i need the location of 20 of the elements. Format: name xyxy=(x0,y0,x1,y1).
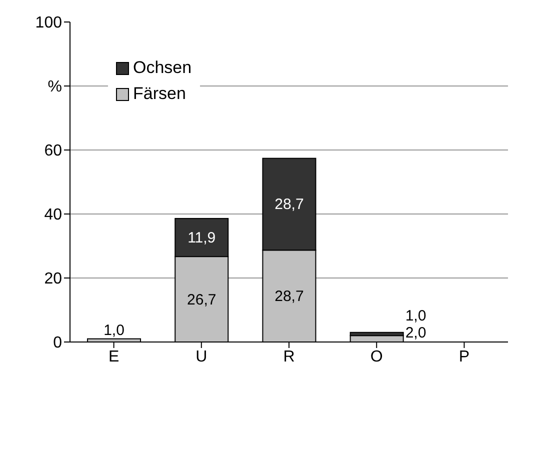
x-tick-label: O xyxy=(370,348,383,366)
data-label: 28,7 xyxy=(274,196,304,214)
x-tick-label: P xyxy=(458,348,470,366)
y-tick-label: 40 xyxy=(44,206,62,224)
data-label: 1,0 xyxy=(104,322,124,339)
y-tick-label: 0 xyxy=(53,334,62,352)
data-label: 1,0 xyxy=(405,307,426,324)
legend-label: Färsen xyxy=(133,84,186,104)
y-tick-label: 100 xyxy=(35,14,62,32)
y-tick-label: 20 xyxy=(44,270,62,288)
legend-label: Ochsen xyxy=(133,58,192,78)
x-tick-label: U xyxy=(196,348,208,366)
data-label: 28,7 xyxy=(274,288,304,306)
y-tick-label: 60 xyxy=(44,142,62,160)
x-tick-label: E xyxy=(108,348,120,366)
x-tick-label: R xyxy=(283,348,295,366)
data-label: 11,9 xyxy=(188,230,216,247)
data-label: 26,7 xyxy=(187,291,216,308)
data-label: 2,0 xyxy=(405,324,426,342)
y-tick-label: % xyxy=(48,78,62,96)
